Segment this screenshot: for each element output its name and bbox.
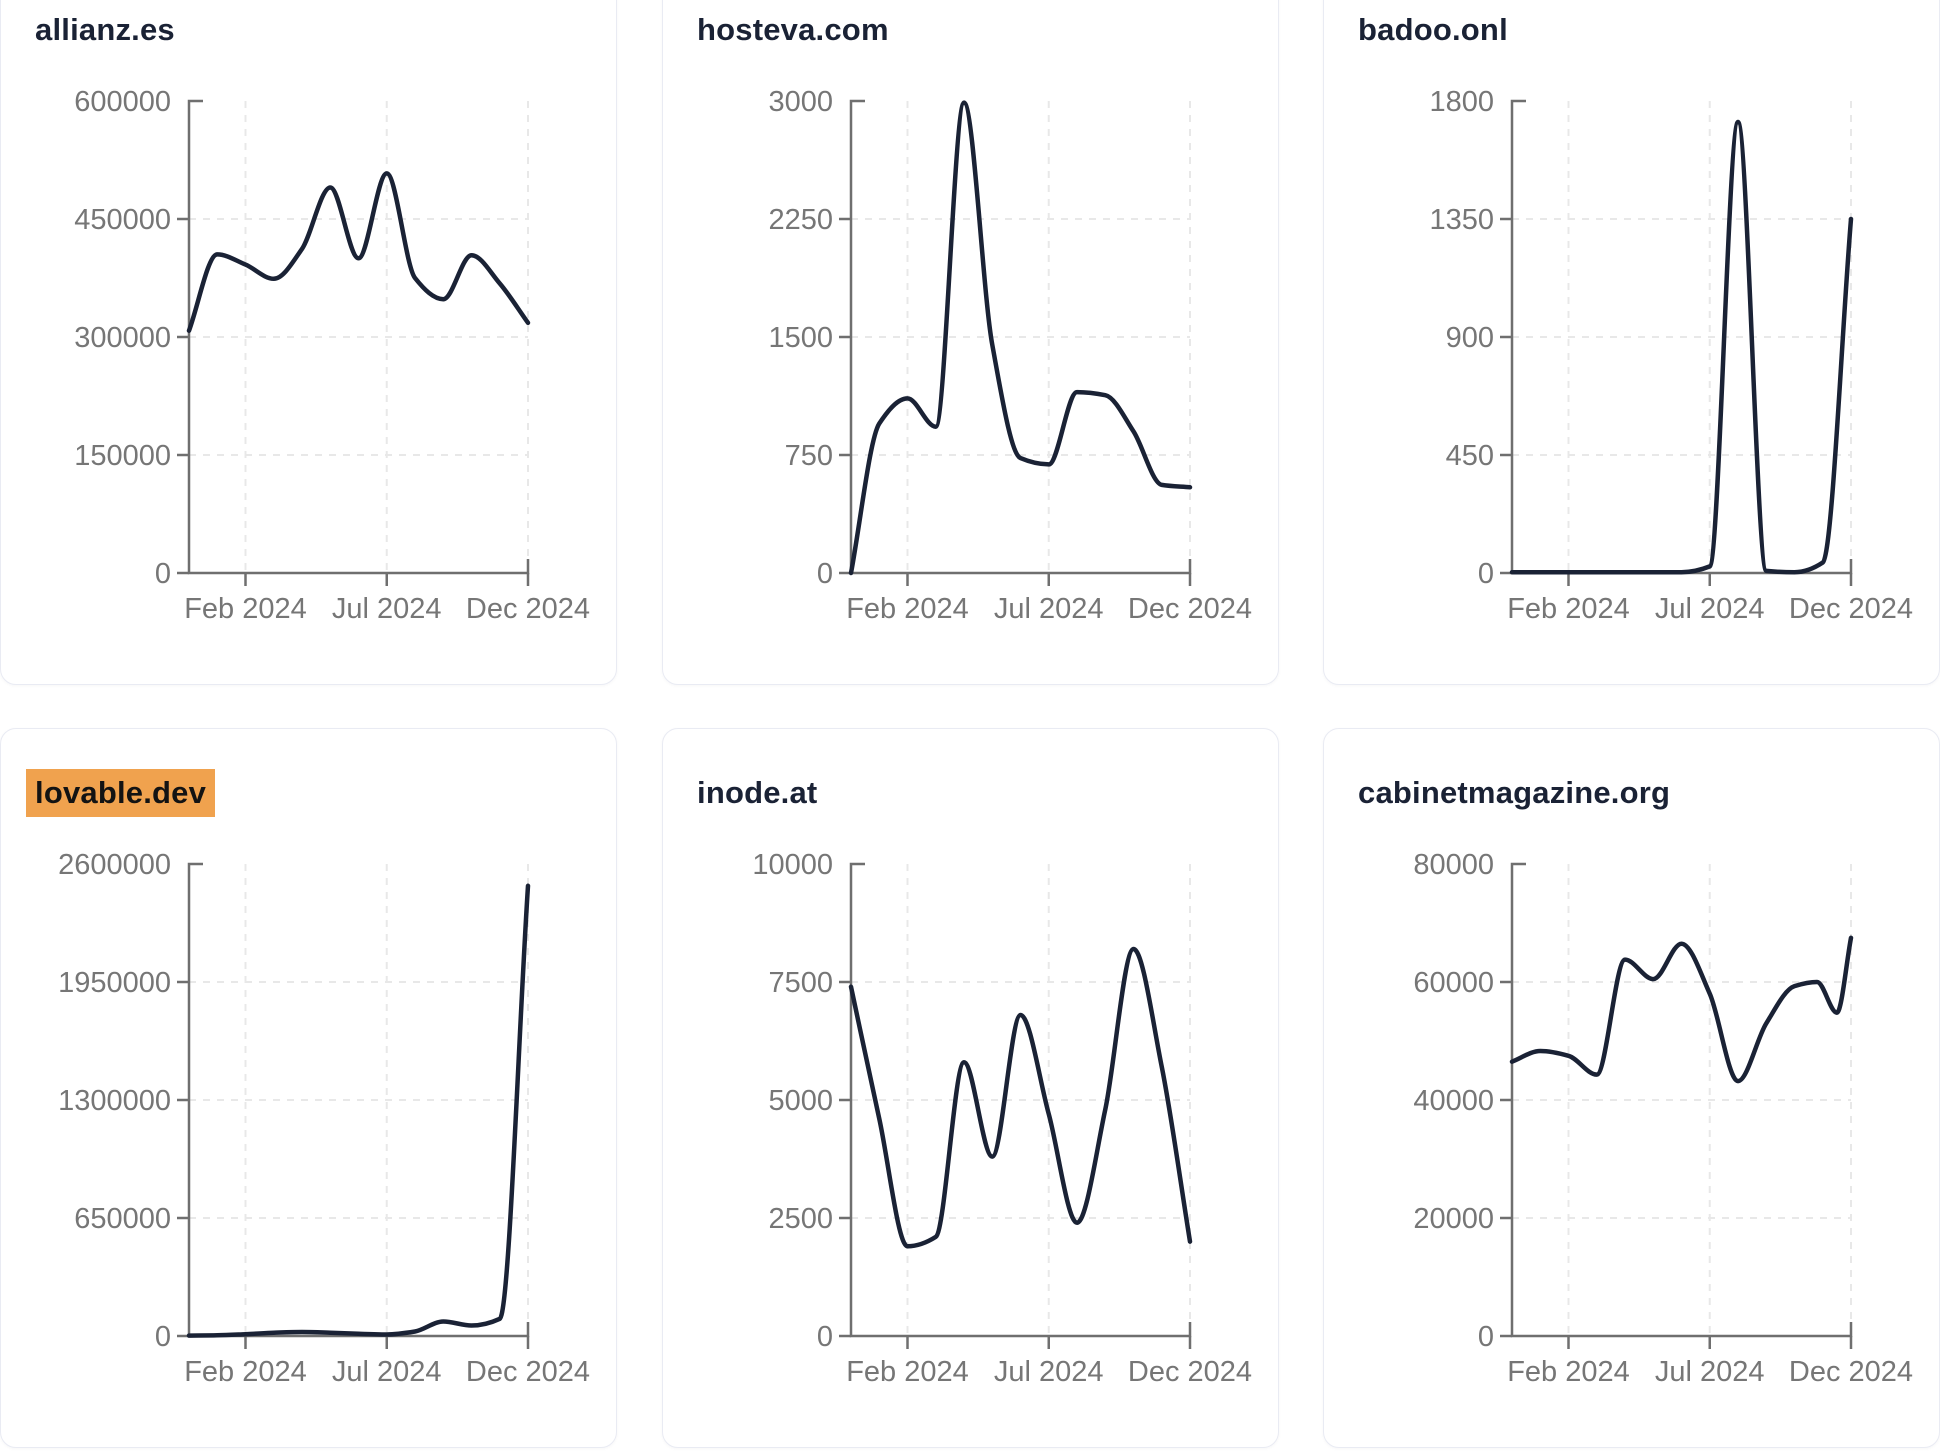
y-tick-label: 1500 <box>768 322 833 354</box>
y-tick-label: 0 <box>155 1321 171 1353</box>
y-tick-label: 450 <box>1446 440 1494 472</box>
y-tick-label: 900 <box>1446 322 1494 354</box>
series-line <box>848 946 1193 1249</box>
chart-title-text: cabinetmagazine.org <box>1358 775 1671 810</box>
y-tick-label: 150000 <box>74 440 171 472</box>
y-tick-label: 1950000 <box>58 967 171 999</box>
y-tick-label: 7500 <box>768 967 833 999</box>
y-tick-label: 2600000 <box>58 849 171 881</box>
y-tick-label: 40000 <box>1413 1085 1494 1117</box>
x-tick-label: Feb 2024 <box>846 593 969 625</box>
chart-title: inode.at <box>697 775 817 811</box>
series-line <box>1509 935 1854 1084</box>
chart-title: badoo.onl <box>1358 12 1508 48</box>
chart-card-inode-at: inode.at 0 2500 5000 7500 10000 Feb 2024 Jul 2… <box>662 728 1279 1448</box>
line-chart: 0 750 1500 2250 3000 Feb 2024 Jul 2024 Dec 2024 <box>768 86 1252 625</box>
x-tick-label: Jul 2024 <box>332 593 442 625</box>
chart-title-text: hosteva.com <box>697 12 889 47</box>
line-chart: 0 650000 1300000 1950000 2600000 Feb 2024 Jul … <box>58 849 590 1388</box>
chart-title-text: inode.at <box>697 775 818 810</box>
chart-card-cabinetmagazine-org: cabinetmagazine.org 0 20000 40000 60000 8000… <box>1323 728 1940 1448</box>
x-tick-label: Feb 2024 <box>1507 1356 1630 1388</box>
y-tick-label: 10000 <box>752 849 833 881</box>
y-tick-label: 2500 <box>768 1203 833 1235</box>
x-tick-label: Jul 2024 <box>994 1356 1104 1388</box>
x-tick-label: Feb 2024 <box>846 1356 969 1388</box>
y-tick-label: 0 <box>1478 1321 1494 1353</box>
chart-title-text: allianz.es <box>35 12 175 47</box>
x-tick-label: Jul 2024 <box>1655 593 1765 625</box>
chart-card-badoo-onl: badoo.onl 0 450 900 1350 1800 Feb 2024 Jul 202… <box>1323 0 1940 685</box>
series-line <box>186 883 531 1338</box>
x-tick-label: Dec 2024 <box>466 1356 590 1388</box>
y-tick-label: 1800 <box>1429 86 1494 118</box>
y-tick-label: 1350 <box>1429 204 1494 236</box>
line-chart: 0 150000 300000 450000 600000 Feb 2024 Jul 202… <box>74 86 590 625</box>
chart-title: hosteva.com <box>697 12 889 48</box>
line-chart: 0 2500 5000 7500 10000 Feb 2024 Jul 2024 Dec 20… <box>752 849 1252 1388</box>
y-tick-label: 600000 <box>74 86 171 118</box>
x-tick-label: Jul 2024 <box>1655 1356 1765 1388</box>
x-tick-label: Jul 2024 <box>994 593 1104 625</box>
x-tick-label: Dec 2024 <box>466 593 590 625</box>
x-tick-label: Dec 2024 <box>1789 593 1913 625</box>
x-tick-label: Feb 2024 <box>1507 593 1630 625</box>
y-tick-label: 0 <box>1478 558 1494 590</box>
x-tick-label: Feb 2024 <box>184 593 307 625</box>
x-tick-label: Dec 2024 <box>1128 1356 1252 1388</box>
y-tick-label: 2250 <box>768 204 833 236</box>
y-tick-label: 20000 <box>1413 1203 1494 1235</box>
chart-title: allianz.es <box>35 12 175 48</box>
y-tick-label: 750 <box>785 440 833 472</box>
x-tick-label: Dec 2024 <box>1128 593 1252 625</box>
y-tick-label: 0 <box>155 558 171 590</box>
chart-title-text: badoo.onl <box>1358 12 1508 47</box>
y-tick-label: 3000 <box>768 86 833 118</box>
y-tick-label: 0 <box>817 1321 833 1353</box>
x-tick-label: Dec 2024 <box>1789 1356 1913 1388</box>
y-tick-label: 80000 <box>1413 849 1494 881</box>
y-tick-label: 450000 <box>74 204 171 236</box>
series-line <box>186 171 531 333</box>
chart-title-text: lovable.dev <box>26 769 216 817</box>
y-tick-label: 1300000 <box>58 1085 171 1117</box>
series-line <box>848 100 1193 576</box>
x-tick-label: Feb 2024 <box>184 1356 307 1388</box>
chart-title: lovable.dev <box>26 769 216 817</box>
y-tick-label: 5000 <box>768 1085 833 1117</box>
chart-card-allianz-es: allianz.es 0 150000 300000 450000 600000 Feb … <box>0 0 617 685</box>
chart-card-lovable-dev: lovable.dev 0 650000 1300000 1950000 2600000… <box>0 728 617 1448</box>
y-tick-label: 0 <box>817 558 833 590</box>
series-line <box>1509 119 1854 575</box>
y-tick-label: 300000 <box>74 322 171 354</box>
x-tick-label: Jul 2024 <box>332 1356 442 1388</box>
line-chart: 0 450 900 1350 1800 Feb 2024 Jul 2024 Dec 2024 <box>1429 86 1913 625</box>
y-tick-label: 650000 <box>74 1203 171 1235</box>
line-chart: 0 20000 40000 60000 80000 Feb 2024 Jul 2024 Dec… <box>1413 849 1913 1388</box>
chart-card-hosteva-com: hosteva.com 0 750 1500 2250 3000 Feb 2024 Jul … <box>662 0 1279 685</box>
chart-title: cabinetmagazine.org <box>1358 775 1670 811</box>
y-tick-label: 60000 <box>1413 967 1494 999</box>
